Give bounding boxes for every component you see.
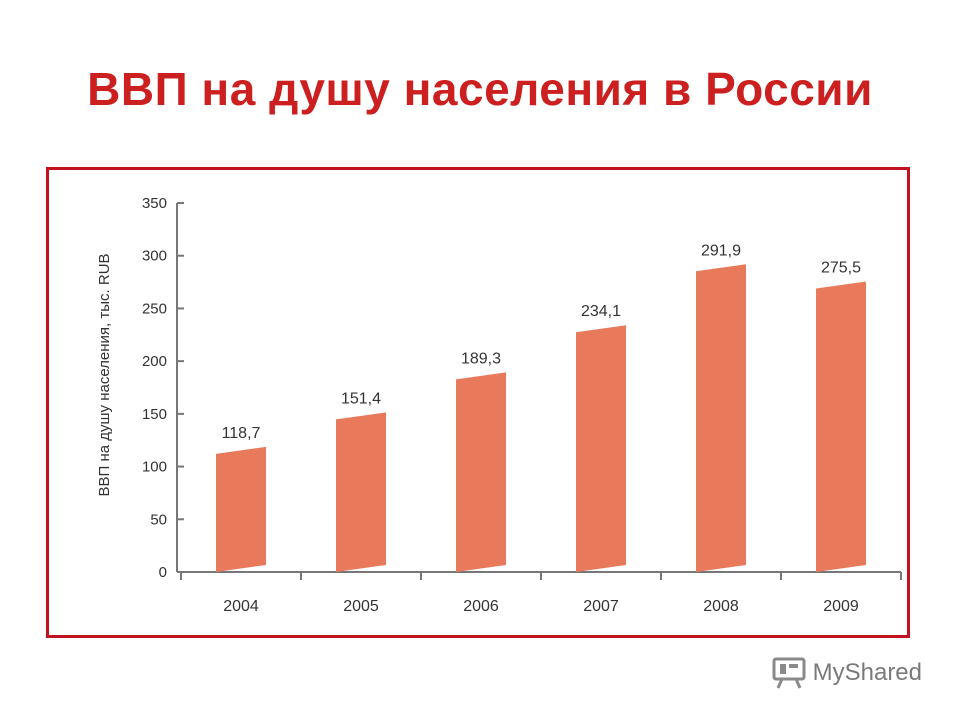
mysharED-watermark: MyShared xyxy=(771,656,922,690)
bar-2009 xyxy=(816,281,866,572)
bar-2005 xyxy=(336,412,386,572)
watermark-text: MyShared xyxy=(812,659,922,686)
bars: 118,7 151,4 189,3 234,1 291,9 275,5 xyxy=(216,242,866,572)
y-tick-label: 150 xyxy=(142,406,167,423)
y-tick-label: 0 xyxy=(159,564,167,581)
y-tick-label: 350 xyxy=(142,195,167,212)
chart-frame: 0 50 100 150 200 250 300 350 2004 2005 2006 2007 20… xyxy=(46,167,910,638)
x-tick-label: 2004 xyxy=(223,598,259,615)
data-label: 234,1 xyxy=(581,303,621,320)
data-label: 275,5 xyxy=(821,260,861,277)
presentation-board-icon xyxy=(772,657,806,689)
x-tick-label: 2006 xyxy=(463,598,499,615)
y-axis: 0 50 100 150 200 250 300 350 xyxy=(142,195,184,581)
slide-title: ВВП на душу населения в России xyxy=(87,63,873,115)
y-tick-label: 50 xyxy=(150,511,167,528)
x-tick-label: 2009 xyxy=(823,598,859,615)
x-tick-label: 2007 xyxy=(583,598,619,615)
data-label: 189,3 xyxy=(461,350,501,367)
data-label: 151,4 xyxy=(341,390,381,407)
y-axis-label: ВВП на душу населения, тыс. RUB xyxy=(96,253,113,496)
data-label: 118,7 xyxy=(222,425,261,442)
x-tick-label: 2005 xyxy=(343,598,379,615)
bar-2006 xyxy=(456,372,506,572)
data-label: 291,9 xyxy=(701,242,741,259)
y-tick-label: 100 xyxy=(142,459,167,476)
y-tick-label: 300 xyxy=(142,248,167,265)
y-tick-label: 250 xyxy=(142,300,167,317)
x-axis: 2004 2005 2006 2007 2008 2009 xyxy=(177,571,902,615)
x-tick-label: 2008 xyxy=(703,598,739,615)
y-tick-label: 200 xyxy=(142,353,167,370)
bar-2008 xyxy=(696,264,746,572)
bar-2004 xyxy=(216,446,266,572)
bar-2007 xyxy=(576,325,626,572)
